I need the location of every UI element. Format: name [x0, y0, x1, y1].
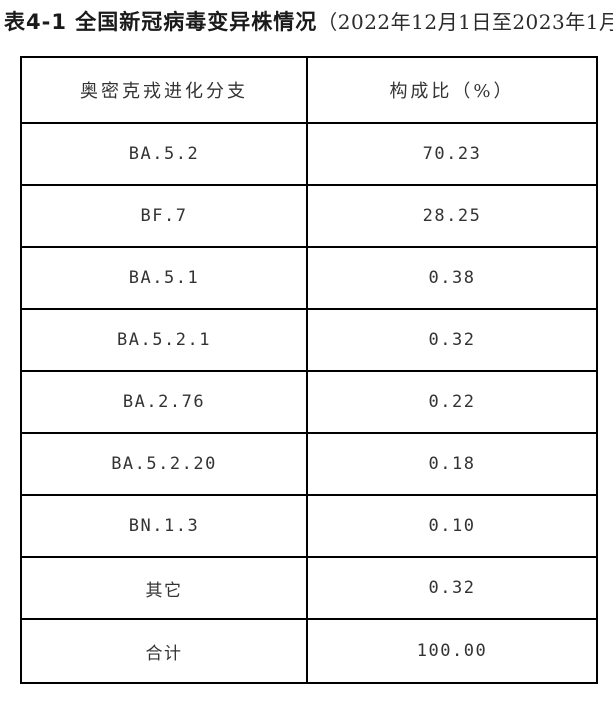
- branch-cell: BA.5.1: [20, 246, 308, 310]
- column-header-percent: 构成比（%）: [306, 56, 598, 124]
- percent-cell: 100.00: [306, 618, 598, 684]
- percent-cell: 0.38: [306, 246, 598, 310]
- table-row: BF.7 28.25: [20, 184, 598, 248]
- table-row: BN.1.3 0.10: [20, 494, 598, 558]
- table-row: BA.2.76 0.22: [20, 370, 598, 434]
- table-row: 合计 100.00: [20, 618, 598, 684]
- percent-cell: 0.32: [306, 308, 598, 372]
- table-row: BA.5.2.1 0.32: [20, 308, 598, 372]
- table-row: BA.5.1 0.38: [20, 246, 598, 310]
- branch-cell: BA.5.2.20: [20, 432, 308, 496]
- percent-cell: 28.25: [306, 184, 598, 248]
- percent-cell: 0.32: [306, 556, 598, 620]
- branch-cell: BN.1.3: [20, 494, 308, 558]
- table-title: 表4-1 全国新冠病毒变异株情况（2022年12月1日至2023年1月23日）: [4, 9, 613, 38]
- table-header-row: 奥密克戎进化分支 构成比（%）: [20, 56, 598, 124]
- percent-cell: 0.10: [306, 494, 598, 558]
- table-title-main: 表4-1 全国新冠病毒变异株情况: [4, 10, 318, 34]
- branch-cell: 合计: [20, 618, 308, 684]
- column-header-branch: 奥密克戎进化分支: [20, 56, 308, 124]
- percent-cell: 70.23: [306, 122, 598, 186]
- branch-cell: 其它: [20, 556, 308, 620]
- percent-cell: 0.22: [306, 370, 598, 434]
- variant-composition-table: 奥密克戎进化分支 构成比（%） BA.5.2 70.23 BF.7 28.25 …: [20, 56, 598, 684]
- table-row: BA.5.2.20 0.18: [20, 432, 598, 496]
- table-title-period: （2022年12月1日至2023年1月23日）: [317, 10, 613, 34]
- branch-cell: BF.7: [20, 184, 308, 248]
- branch-cell: BA.2.76: [20, 370, 308, 434]
- table-row: 其它 0.32: [20, 556, 598, 620]
- branch-cell: BA.5.2: [20, 122, 308, 186]
- table-row: BA.5.2 70.23: [20, 122, 598, 186]
- percent-cell: 0.18: [306, 432, 598, 496]
- branch-cell: BA.5.2.1: [20, 308, 308, 372]
